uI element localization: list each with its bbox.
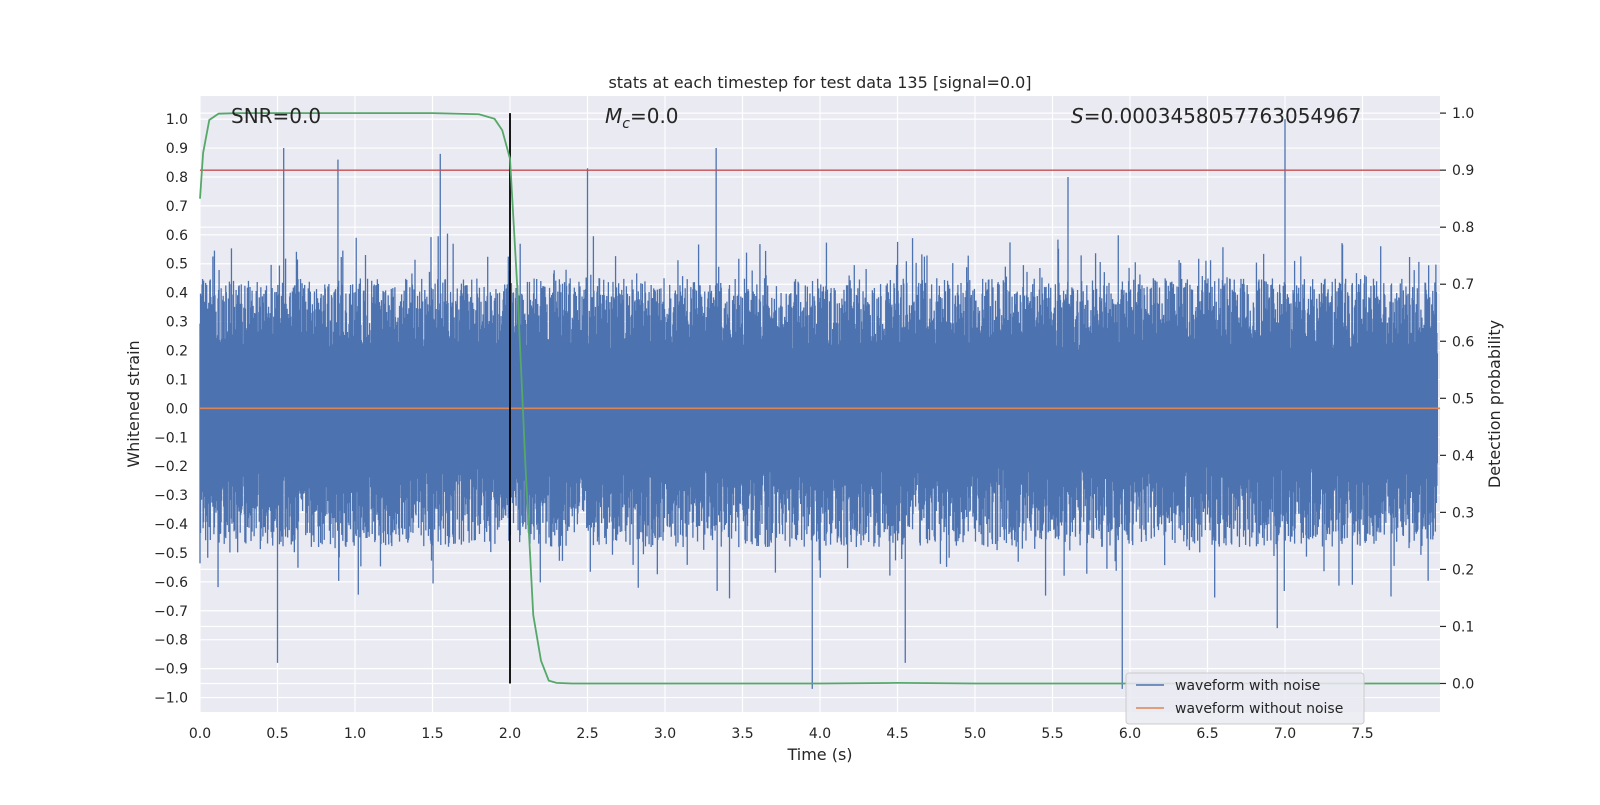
y-right-tick-label: 0.3 [1452,505,1474,521]
reference-lines [200,113,1440,684]
s-symbol: S [1071,104,1084,128]
y-right-tick-label: 0.9 [1452,163,1474,179]
mc-annotation: Mc=0.0 [605,104,679,132]
y-left-axis-ticks: 1.0 0.9 0.8 0.7 0.6 0.5 0.4 0.3 0.2 0.1 0.0 −0.1 −0.… [154,112,188,706]
x-axis-ticks: 0.0 0.5 1.0 1.5 2.0 2.5 3.0 3.5 4.0 4.5 5.0 5.5 6.0 6… [189,726,1374,742]
y-right-tick-label: 0.8 [1452,220,1474,236]
y-left-tick-label: −0.5 [154,546,188,562]
y-left-tick-label: 0.8 [166,170,188,186]
y-right-tick-label: 0.4 [1452,448,1474,464]
legend-label-waveform-without-noise: waveform without noise [1175,701,1343,717]
y-left-tick-label: 0.7 [166,199,188,215]
x-tick-label: 7.0 [1274,726,1296,742]
x-tick-label: 1.5 [421,726,443,742]
y-left-tick-label: −0.3 [154,488,188,504]
chart-title: stats at each timestep for test data 135… [608,73,1031,92]
y-left-tick-label: −0.4 [154,517,188,533]
x-tick-label: 3.0 [654,726,676,742]
y-left-tick-label: 0.6 [166,228,188,244]
y-right-tick-label: 0.1 [1452,619,1474,635]
legend: waveform with noise waveform without noi… [1125,672,1365,725]
x-axis-label: Time (s) [786,745,852,764]
y-left-tick-label: 0.2 [166,343,188,359]
y-left-tick-label: −0.6 [154,575,188,591]
y-left-tick-label: −0.7 [154,604,188,620]
y-right-axis-label: Detection probability [1485,320,1504,488]
y-left-tick-label: −0.1 [154,430,188,446]
x-tick-label: 2.5 [576,726,598,742]
plot-content [199,112,1440,689]
x-tick-label: 5.5 [1041,726,1063,742]
y-right-tick-label: 0.6 [1452,334,1474,350]
x-tick-label: 2.0 [499,726,521,742]
x-tick-label: 4.0 [809,726,831,742]
mc-subscript: c [622,116,630,132]
series-detection-probability [199,112,1440,685]
y-right-tick-label: 0.2 [1452,562,1474,578]
x-tick-label: 0.5 [266,726,288,742]
y-left-tick-label: 0.3 [166,315,188,331]
y-left-tick-label: −0.8 [154,633,188,649]
y-left-tick-label: 0.9 [166,141,188,157]
x-tick-label: 0.0 [189,726,211,742]
y-left-tick-label: 0.5 [166,257,188,273]
y-right-tick-label: 0.5 [1452,391,1474,407]
y-left-tick-label: 1.0 [166,112,188,128]
mc-symbol: M [605,104,622,128]
y-left-tick-label: 0.1 [166,372,188,388]
y-left-tick-label: 0.4 [166,286,188,302]
y-left-tick-label: −0.9 [154,662,188,678]
y-left-tick-label: 0.0 [166,401,188,417]
s-annotation: S=0.0003458057763054967 [1071,104,1361,128]
y-right-tick-label: 0.7 [1452,277,1474,293]
snr-annotation: SNR=0.0 [231,104,321,128]
x-tick-label: 6.0 [1119,726,1141,742]
y-right-tick-label: 1.0 [1452,106,1474,122]
legend-box [1125,672,1365,725]
mc-value: =0.0 [630,104,679,128]
y-right-axis-ticks: 1.0 0.9 0.8 0.7 0.6 0.5 0.4 0.3 0.2 0.1 0.0 [1440,106,1474,692]
y-right-tick-label: 0.0 [1452,676,1474,692]
legend-label-waveform-with-noise: waveform with noise [1175,678,1320,694]
x-tick-label: 6.5 [1196,726,1218,742]
s-value: =0.0003458057763054967 [1084,104,1362,128]
x-tick-label: 3.5 [731,726,753,742]
x-tick-label: 1.0 [344,726,366,742]
x-tick-label: 4.5 [886,726,908,742]
y-left-tick-label: −0.2 [154,459,188,475]
y-left-axis-label: Whitened strain [124,340,143,467]
probability-trace [199,112,1440,685]
y-left-tick-label: −1.0 [154,691,188,707]
x-tick-label: 7.5 [1351,726,1373,742]
x-tick-label: 5.0 [964,726,986,742]
